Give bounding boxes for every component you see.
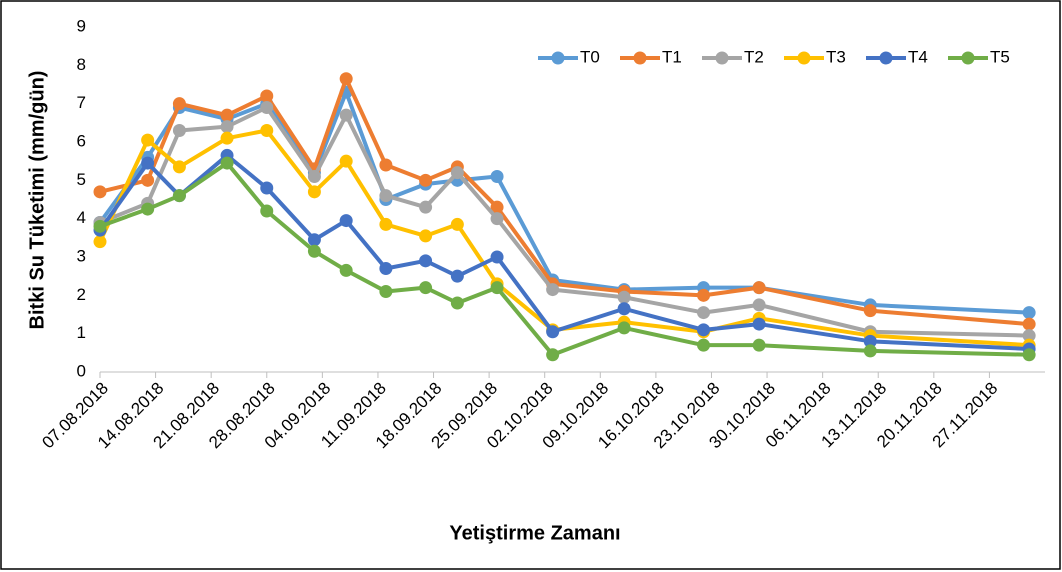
point: [546, 283, 560, 297]
y-axis-label: Bitki Su Tüketimi (mm/gün): [26, 71, 48, 330]
point: [220, 156, 234, 170]
point: [220, 120, 234, 134]
point: [617, 290, 631, 304]
point: [617, 302, 631, 316]
point: [307, 170, 321, 183]
point: [450, 217, 464, 231]
point: [697, 288, 711, 302]
y-tick-label: 2: [77, 285, 86, 304]
legend-marker: [797, 51, 811, 65]
legend-marker: [715, 51, 729, 65]
y-tick-label: 4: [77, 208, 86, 227]
legend-marker: [633, 51, 647, 65]
point: [93, 185, 107, 199]
point: [172, 124, 186, 137]
point: [490, 281, 504, 295]
point: [419, 254, 433, 268]
y-tick-label: 0: [77, 361, 86, 380]
point: [379, 285, 393, 298]
point: [141, 133, 155, 147]
point: [172, 97, 186, 111]
point: [419, 281, 433, 295]
point: [220, 131, 234, 145]
point: [379, 189, 393, 203]
point: [141, 156, 155, 170]
point: [141, 173, 155, 187]
legend-label: T3: [826, 47, 846, 66]
point: [307, 185, 321, 199]
point: [617, 321, 631, 335]
point: [490, 170, 504, 183]
point: [307, 233, 321, 247]
point: [752, 298, 766, 312]
point: [697, 323, 711, 337]
point: [752, 338, 766, 352]
point: [220, 108, 234, 122]
point: [260, 89, 274, 103]
point: [379, 217, 393, 231]
point: [863, 304, 877, 318]
point: [339, 263, 353, 277]
y-tick-label: 3: [77, 246, 86, 265]
y-tick-label: 8: [77, 55, 86, 74]
point: [863, 344, 877, 358]
point: [752, 281, 766, 295]
point: [1022, 306, 1036, 320]
point: [450, 296, 464, 310]
legend-label: T5: [990, 47, 1010, 66]
point: [1022, 317, 1036, 331]
y-tick-label: 6: [77, 131, 86, 150]
y-tick-label: 7: [77, 93, 86, 112]
point: [339, 154, 353, 168]
legend-marker: [551, 51, 565, 65]
point: [1022, 348, 1036, 362]
point: [450, 166, 464, 180]
point: [93, 219, 107, 233]
point: [863, 334, 877, 348]
point: [546, 325, 560, 339]
point: [260, 124, 274, 137]
point: [697, 306, 711, 320]
point: [339, 214, 353, 228]
point: [379, 262, 393, 275]
point: [490, 212, 504, 226]
point: [260, 204, 274, 218]
point: [172, 160, 186, 174]
point: [339, 108, 353, 122]
point: [419, 200, 433, 214]
point: [260, 181, 274, 195]
point: [141, 202, 155, 216]
point: [93, 235, 107, 249]
point: [697, 338, 711, 352]
legend-label: T4: [908, 47, 928, 66]
legend-marker: [879, 51, 893, 65]
x-axis-label: Yetiştirme Zamanı: [449, 522, 620, 544]
y-tick-label: 5: [77, 170, 86, 189]
legend-label: T2: [744, 47, 764, 66]
point: [307, 244, 321, 258]
point: [260, 101, 274, 114]
point: [172, 189, 186, 203]
point: [419, 173, 433, 187]
legend-label: T0: [580, 47, 600, 66]
y-tick-label: 9: [77, 16, 86, 35]
point: [752, 317, 766, 331]
legend-label: T1: [662, 47, 682, 66]
point: [546, 348, 560, 362]
point: [339, 72, 353, 86]
legend-marker: [961, 51, 975, 65]
point: [419, 229, 433, 243]
point: [1022, 329, 1036, 343]
point: [450, 269, 464, 283]
point: [379, 158, 393, 172]
point: [490, 200, 504, 214]
y-tick-label: 1: [77, 323, 86, 342]
point: [490, 250, 504, 264]
